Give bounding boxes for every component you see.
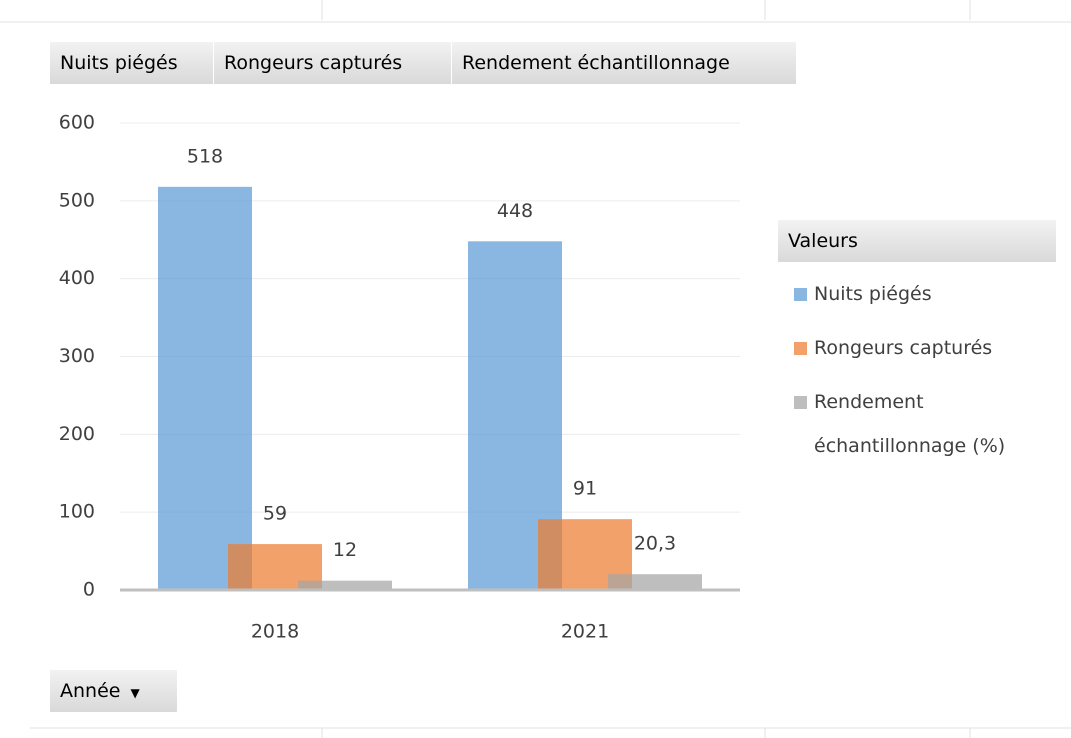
bar <box>298 580 392 590</box>
y-tick-label: 0 <box>83 579 95 601</box>
legend: Valeurs Nuits piégés Rongeurs capturés Ren… <box>778 220 1056 468</box>
legend-entry: Rendement échantillonnage (%) <box>778 380 1056 468</box>
y-tick-label: 300 <box>59 345 95 367</box>
x-tick-label: 2021 <box>561 621 609 643</box>
data-label: 518 <box>187 145 223 167</box>
x-tick-label: 2018 <box>251 621 299 643</box>
field-button[interactable]: Rongeurs capturés <box>214 42 452 84</box>
bar <box>158 186 252 590</box>
y-tick-label: 100 <box>59 501 95 523</box>
legend-entry: Nuits piégés <box>778 272 1056 316</box>
field-button[interactable]: Rendement échantillonnage <box>452 42 797 84</box>
y-tick-label: 500 <box>59 189 95 211</box>
legend-title: Valeurs <box>778 220 1056 262</box>
legend-swatch <box>794 342 807 355</box>
legend-label: Nuits piégés <box>814 283 932 305</box>
bar <box>608 574 702 590</box>
y-tick-label: 400 <box>59 267 95 289</box>
data-label: 448 <box>497 200 533 222</box>
axis-field-button[interactable]: Année ▼ <box>50 670 178 712</box>
legend-label: Rendement échantillonnage (%) <box>814 391 1006 457</box>
dropdown-arrow: ▼ <box>130 686 140 700</box>
legend-swatch <box>794 288 807 301</box>
axis-field-label: Année <box>60 680 121 702</box>
legend-swatch <box>794 396 807 409</box>
data-label: 91 <box>573 478 597 500</box>
legend-label: Rongeurs capturés <box>814 337 993 359</box>
data-label: 12 <box>333 539 357 561</box>
field-button[interactable]: Nuits piégés <box>50 42 214 84</box>
legend-entry: Rongeurs capturés <box>778 326 1056 370</box>
y-tick-label: 600 <box>59 112 95 134</box>
data-label: 20,3 <box>634 533 676 555</box>
data-label: 59 <box>263 503 287 525</box>
y-tick-label: 200 <box>59 423 95 445</box>
